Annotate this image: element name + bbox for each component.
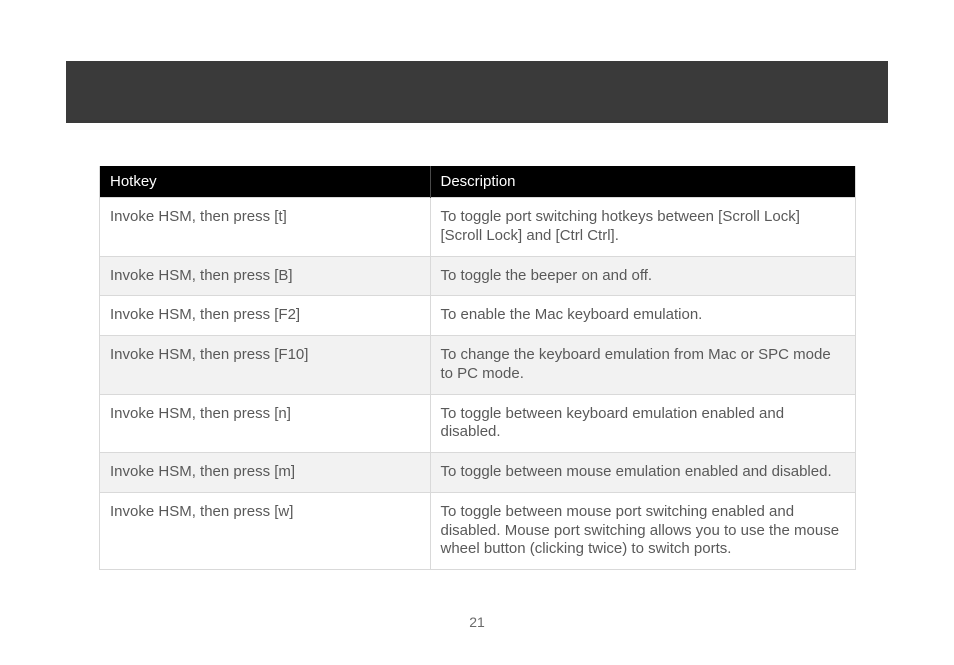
cell-hotkey: Invoke HSM, then press [m] xyxy=(100,453,430,493)
page-number: 21 xyxy=(0,614,954,630)
table-row: Invoke HSM, then press [F2]To enable the… xyxy=(100,296,855,336)
cell-hotkey: Invoke HSM, then press [n] xyxy=(100,394,430,453)
cell-description: To toggle port switching hotkeys between… xyxy=(430,198,855,257)
hotkey-table-wrap: Hotkey Description Invoke HSM, then pres… xyxy=(99,166,856,570)
cell-hotkey: Invoke HSM, then press [F2] xyxy=(100,296,430,336)
table-row: Invoke HSM, then press [t]To toggle port… xyxy=(100,198,855,257)
table-row: Invoke HSM, then press [n]To toggle betw… xyxy=(100,394,855,453)
cell-hotkey: Invoke HSM, then press [w] xyxy=(100,492,430,569)
table-row: Invoke HSM, then press [w]To toggle betw… xyxy=(100,492,855,569)
page: Hotkey Description Invoke HSM, then pres… xyxy=(0,0,954,665)
table-header-row: Hotkey Description xyxy=(100,166,855,198)
cell-hotkey: Invoke HSM, then press [F10] xyxy=(100,336,430,395)
cell-description: To toggle between keyboard emulation ena… xyxy=(430,394,855,453)
cell-description: To toggle between mouse emulation enable… xyxy=(430,453,855,493)
cell-hotkey: Invoke HSM, then press [B] xyxy=(100,256,430,296)
table-row: Invoke HSM, then press [B]To toggle the … xyxy=(100,256,855,296)
table-row: Invoke HSM, then press [m]To toggle betw… xyxy=(100,453,855,493)
table-row: Invoke HSM, then press [F10]To change th… xyxy=(100,336,855,395)
col-header-hotkey: Hotkey xyxy=(100,166,430,198)
header-bar xyxy=(66,61,888,123)
cell-description: To enable the Mac keyboard emulation. xyxy=(430,296,855,336)
col-header-description: Description xyxy=(430,166,855,198)
hotkey-table: Hotkey Description Invoke HSM, then pres… xyxy=(100,166,855,569)
cell-description: To toggle the beeper on and off. xyxy=(430,256,855,296)
cell-hotkey: Invoke HSM, then press [t] xyxy=(100,198,430,257)
cell-description: To change the keyboard emulation from Ma… xyxy=(430,336,855,395)
cell-description: To toggle between mouse port switching e… xyxy=(430,492,855,569)
